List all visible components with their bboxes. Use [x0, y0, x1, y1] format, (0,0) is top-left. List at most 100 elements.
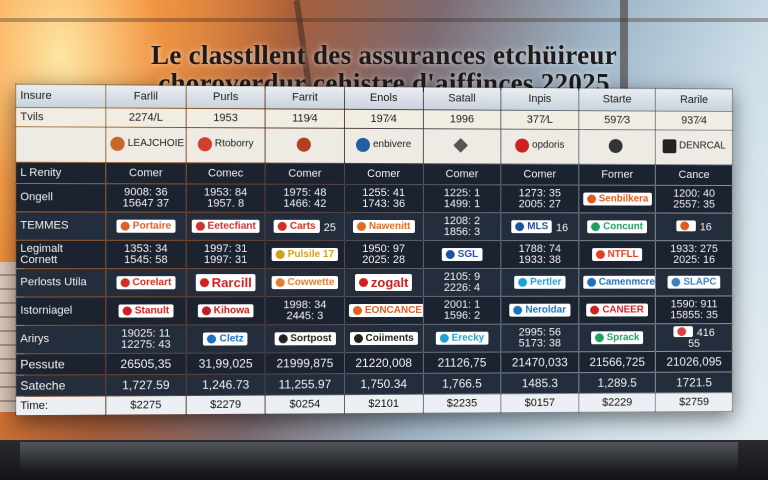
- brand-name: Pertler: [530, 276, 561, 287]
- table-cell: Pertler: [501, 268, 579, 296]
- brand-icon: [677, 327, 686, 336]
- brand-icon: [120, 278, 129, 287]
- logo-row: LEAJCHOIE Rtoborry enbivere opdoris DENRCAL: [16, 127, 733, 165]
- table-cell: Corelart: [106, 269, 186, 297]
- header-cell: Purls: [186, 85, 266, 109]
- brand-name: NTFLL: [608, 249, 639, 260]
- brand-icon: [515, 222, 524, 231]
- brand-badge: Cletz: [203, 332, 247, 345]
- cell-value: 2557: 35: [660, 199, 728, 210]
- ranking-table-board: Insure Farlil Purls Farrit Enols Satall …: [15, 84, 733, 433]
- table-cell: 31,99,025: [186, 353, 266, 374]
- table-cell: Forner: [579, 164, 656, 185]
- table-cell: 1208: 2 1856: 3: [423, 213, 501, 241]
- table-cell: 21220,008: [344, 352, 423, 373]
- table-cell: 1,750.34: [344, 373, 423, 394]
- brand-name: Portaire: [133, 220, 171, 231]
- brand-name: Carts: [290, 220, 316, 231]
- row-label: Sateche: [16, 375, 106, 397]
- brand-badge: Nawenitt: [353, 219, 415, 232]
- brand-badge: EONCANCE: [349, 303, 423, 316]
- brand-icon: [207, 334, 216, 343]
- table-row: Arirys 19025: 11 12275: 43 Cletz Sortpost Coi…: [16, 324, 733, 354]
- row-label: L Renity: [16, 162, 106, 184]
- cell-value: 1273: 35: [505, 188, 574, 199]
- table-cell: Cletz: [186, 325, 266, 353]
- circle-icon: [356, 137, 370, 151]
- brand-icon: [120, 221, 129, 230]
- table-cell: 1998: 34 2445: 3: [265, 297, 344, 325]
- brand-badge: [673, 326, 693, 337]
- ranking-table: Insure Farlil Purls Farrit Enols Satall …: [15, 84, 733, 417]
- cell-value: 1997: 31: [190, 254, 260, 265]
- table-cell: 19025: 11 12275: 43: [106, 325, 186, 354]
- cell-value: 1353: 34: [110, 243, 181, 254]
- table-cell: 1950: 97 2025: 28: [344, 240, 423, 268]
- cell-value: 2445: 3: [270, 311, 340, 322]
- company-logo: LEAJCHOIE: [110, 136, 184, 150]
- cell-value: 1975: 48: [270, 187, 340, 198]
- table-cell: Comer: [265, 163, 344, 184]
- brand-badge: Rarcill: [195, 274, 255, 291]
- brand-name: Camenmcrevaka: [599, 276, 656, 287]
- cell-value: 416: [697, 327, 715, 339]
- table-cell: Comer: [106, 162, 186, 183]
- cell-value: 1997: 31: [190, 243, 260, 254]
- brand-icon: [276, 249, 285, 258]
- cell-value: 2105: 9: [427, 271, 496, 282]
- row-label: Time:: [16, 396, 106, 416]
- cell-value: 1950: 97: [349, 243, 419, 254]
- circle-icon: [198, 137, 212, 151]
- row-label: Perlosts Utila: [16, 269, 106, 297]
- header-cell: Inpis: [501, 87, 579, 110]
- cell-value: 12275: 43: [110, 339, 181, 350]
- row-label: Tvils: [16, 107, 106, 127]
- logo-cell: Rtoborry: [186, 128, 266, 164]
- logo-cell: [423, 129, 501, 164]
- logo-label: LEAJCHOIE: [128, 138, 185, 149]
- data-rows: Ongell 9008: 36 15647 37 1953: 84 1957. 8 197…: [16, 183, 733, 353]
- brand-badge: MLS: [511, 220, 552, 233]
- cell-value: 19025: 11: [110, 328, 181, 339]
- brand-icon: [440, 333, 449, 342]
- brand-name: Cowwette: [287, 277, 334, 288]
- table-cell: $2759: [656, 393, 733, 412]
- table-cell: 377⁄L: [501, 110, 579, 129]
- company-logo: enbivere: [356, 137, 411, 151]
- table-cell: $2235: [423, 394, 501, 413]
- cell-value: 1957. 8: [190, 198, 260, 209]
- brand-badge: Portaire: [116, 219, 175, 232]
- brand-icon: [122, 306, 131, 315]
- table-cell: Cowwette: [265, 269, 344, 297]
- table-cell: Comec: [186, 163, 266, 184]
- table-cell: 1200: 40 2557: 35: [656, 185, 733, 213]
- table-cell: 1788: 74 1933: 38: [501, 241, 579, 269]
- table-cell: EONCANCE: [344, 296, 423, 324]
- cell-value: 15647 37: [110, 198, 181, 209]
- table-cell: $2275: [106, 396, 186, 416]
- row-label: TEMMES: [16, 212, 106, 240]
- table-row: TEMMES Portaire Eetecfiant Carts 25 Nawenitt 1…: [16, 212, 733, 241]
- header-cell: Farlil: [106, 85, 186, 109]
- logo-cell: LEAJCHOIE: [106, 127, 186, 163]
- brand-name: EONCANCE: [365, 304, 422, 315]
- brand-name: Senbilkera: [599, 193, 649, 204]
- table-cell: $2229: [579, 393, 656, 412]
- brand-badge: SLAPC: [668, 275, 721, 288]
- brand-badge: Pertler: [514, 275, 565, 288]
- table-row: L Renity Comer Comec Comer Comer Comer C…: [16, 162, 733, 185]
- brand-name: Nawenitt: [369, 220, 411, 231]
- cell-value: 1499: 1: [427, 199, 496, 210]
- table-cell: 2274/L: [106, 108, 186, 128]
- table-cell: 1353: 34 1545: 58: [106, 240, 186, 268]
- table-row: Time: $2275 $2279 $0254 $2101 $2235 $015…: [16, 393, 733, 416]
- table-cell: Kihowa: [186, 297, 266, 325]
- brand-icon: [596, 250, 605, 259]
- cell-value: 2005: 27: [505, 199, 574, 210]
- table-cell: Stanult: [106, 297, 186, 325]
- brand-badge: Camenmcrevaka: [583, 275, 656, 288]
- brand-icon: [202, 306, 211, 315]
- brand-name: Coiiments: [366, 332, 414, 343]
- table-cell: Nawenitt: [344, 212, 423, 240]
- brand-badge: Stanult: [118, 304, 173, 317]
